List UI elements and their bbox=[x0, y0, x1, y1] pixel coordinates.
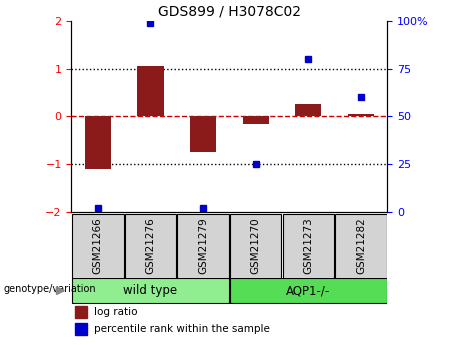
Title: GDS899 / H3078C02: GDS899 / H3078C02 bbox=[158, 4, 301, 18]
FancyBboxPatch shape bbox=[283, 214, 334, 279]
Text: wild type: wild type bbox=[124, 284, 177, 297]
Bar bbox=[190, 117, 216, 152]
Text: GSM21279: GSM21279 bbox=[198, 217, 208, 274]
Bar bbox=[75, 306, 87, 318]
Text: GSM21273: GSM21273 bbox=[303, 217, 313, 274]
FancyBboxPatch shape bbox=[230, 278, 387, 303]
Bar bbox=[75, 323, 87, 335]
FancyBboxPatch shape bbox=[230, 214, 282, 279]
Bar bbox=[85, 117, 111, 169]
Text: GSM21270: GSM21270 bbox=[251, 217, 260, 274]
Bar bbox=[242, 117, 269, 124]
FancyBboxPatch shape bbox=[177, 214, 229, 279]
Text: log ratio: log ratio bbox=[94, 307, 137, 317]
FancyBboxPatch shape bbox=[72, 214, 124, 279]
Bar bbox=[137, 66, 164, 117]
FancyBboxPatch shape bbox=[72, 278, 229, 303]
Bar bbox=[295, 105, 321, 117]
FancyBboxPatch shape bbox=[335, 214, 387, 279]
Text: genotype/variation: genotype/variation bbox=[4, 284, 96, 294]
Text: GSM21282: GSM21282 bbox=[356, 217, 366, 274]
Text: GSM21276: GSM21276 bbox=[145, 217, 155, 274]
FancyBboxPatch shape bbox=[124, 214, 176, 279]
Bar bbox=[348, 114, 374, 117]
Text: AQP1-/-: AQP1-/- bbox=[286, 284, 331, 297]
Text: GSM21266: GSM21266 bbox=[93, 217, 103, 274]
Text: percentile rank within the sample: percentile rank within the sample bbox=[94, 325, 269, 334]
